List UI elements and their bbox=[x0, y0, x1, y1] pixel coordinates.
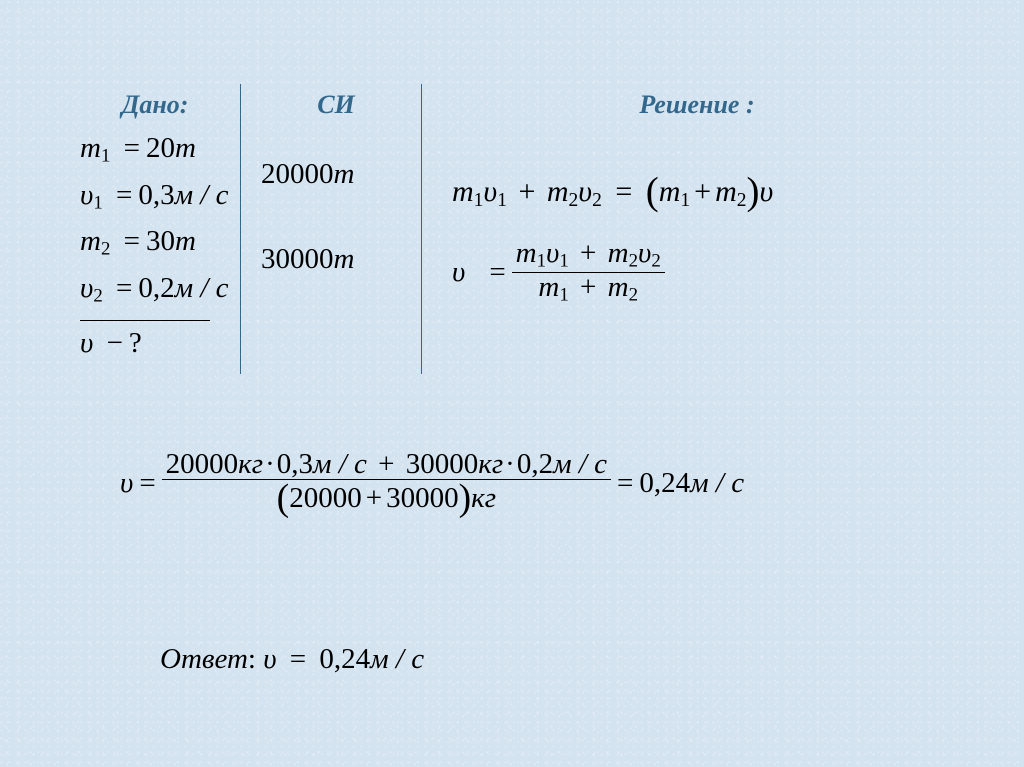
given-header: Дано: bbox=[80, 90, 230, 120]
given-find: υ −? bbox=[80, 329, 230, 358]
given-m1: m1 =20т bbox=[80, 134, 230, 167]
calc-fraction: 20000кг·0,3м / с + 30000кг·0,2м / с (200… bbox=[162, 450, 611, 518]
given-list: m1 =20т υ1 =0,3м / с m2 =30т υ2 =0,2м / … bbox=[80, 134, 230, 358]
solution-header: Решение : bbox=[452, 90, 942, 120]
given-v2: υ2 =0,2м / с bbox=[80, 274, 230, 307]
given-column: Дано: m1 =20т υ1 =0,3м / с m2 =30т υ2 =0… bbox=[80, 90, 240, 374]
solution-column: Решение : m1υ1 + m2υ2 = (m1+m2)υ υ = m1υ… bbox=[422, 90, 942, 374]
si-m2: 30000т bbox=[261, 245, 411, 274]
problem-layout: Дано: m1 =20т υ1 =0,3м / с m2 =30т υ2 =0… bbox=[80, 90, 942, 374]
given-m2: m2 =30т bbox=[80, 227, 230, 260]
si-column: СИ 20000т 30000т bbox=[241, 90, 421, 374]
given-v1: υ1 =0,3м / с bbox=[80, 181, 230, 214]
si-m1: 20000т bbox=[261, 160, 411, 189]
si-header: СИ bbox=[261, 90, 411, 120]
calculation: υ = 20000кг·0,3м / с + 30000кг·0,2м / с … bbox=[120, 450, 744, 518]
answer: Ответ: υ = 0,24м / с bbox=[160, 645, 424, 674]
given-divider bbox=[80, 320, 210, 321]
velocity-equation: υ = m1υ1 + m2υ2 m1 + m2 bbox=[452, 239, 942, 305]
momentum-equation: m1υ1 + m2υ2 = (m1+m2)υ bbox=[452, 172, 942, 211]
si-list: 20000т 30000т bbox=[261, 160, 411, 274]
solution-body: m1υ1 + m2υ2 = (m1+m2)υ υ = m1υ1 + m2υ2 bbox=[452, 172, 942, 305]
velocity-fraction: m1υ1 + m2υ2 m1 + m2 bbox=[512, 239, 665, 305]
